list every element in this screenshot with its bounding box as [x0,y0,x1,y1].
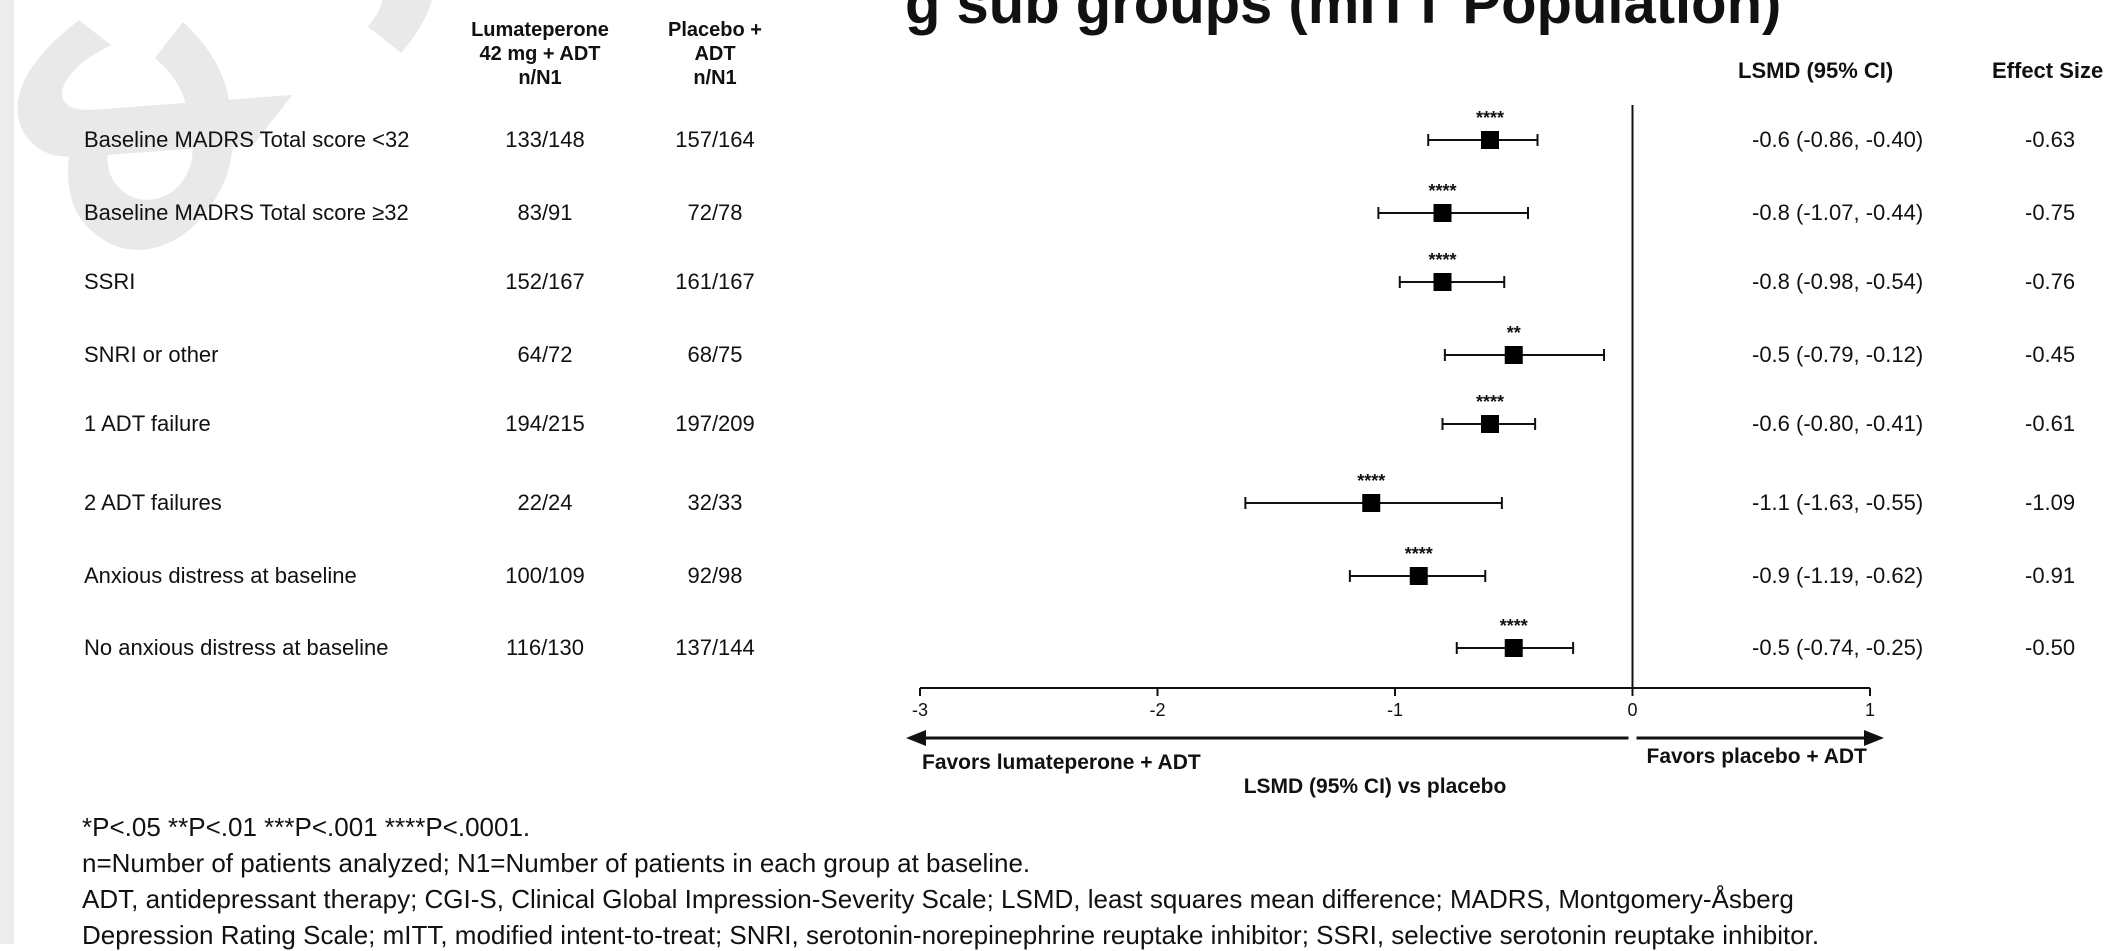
row-label: Anxious distress at baseline [84,563,357,588]
significance-label: **** [1500,616,1528,636]
header-lsmd: LSMD (95% CI) [1738,58,1894,83]
row-lumateperone-n: 152/167 [505,269,585,294]
chart-title-fragment: g sub groups (mITT Population) [905,0,1782,36]
x-tick-label: -2 [1149,700,1165,720]
header-effect-size: Effect Size [1992,58,2104,83]
favors-right-label: Favors placebo + ADT [1647,745,1868,768]
point-estimate [1409,567,1428,585]
row-lsmd-ci: -0.8 (-1.07, -0.44) [1752,200,1924,225]
left-edge-strip [0,0,14,944]
significance-label: **** [1476,108,1504,128]
row-lumateperone-n: 133/148 [505,127,585,152]
row-lsmd-ci: -0.5 (-0.79, -0.12) [1752,342,1924,367]
row-lsmd-ci: -0.9 (-1.19, -0.62) [1752,563,1924,588]
point-estimate [1504,346,1523,364]
row-placebo-n: 161/167 [675,269,755,294]
point-estimate [1433,273,1452,291]
x-tick-label: -1 [1387,700,1403,720]
significance-label: **** [1357,471,1385,491]
row-lumateperone-n: 194/215 [505,411,585,436]
x-axis-label: LSMD (95% CI) vs placebo [1244,775,1507,798]
footer-n-definition: n=Number of patients analyzed; N1=Number… [82,848,1031,878]
footer-pvalues: *P<.05 **P<.01 ***P<.001 ****P<.0001. [82,812,531,842]
header-lumateperone: Lumateperone 42 mg + ADT n/N1 [471,19,609,89]
favors-left-label: Favors lumateperone + ADT [922,751,1201,774]
row-lsmd-ci: -0.5 (-0.74, -0.25) [1752,635,1924,660]
row-placebo-n: 157/164 [675,127,755,152]
row-effect-size: -0.76 [2025,269,2076,294]
row-lsmd-ci: -1.1 (-1.63, -0.55) [1752,490,1924,515]
row-lumateperone-n: 64/72 [517,342,573,367]
row-effect-size: -0.75 [2025,200,2076,225]
row-effect-size: -0.61 [2025,411,2076,436]
row-placebo-n: 68/75 [687,342,743,367]
footer-abbreviations-1: ADT, antidepressant therapy; CGI-S, Clin… [82,884,1794,914]
favors-right-arrowhead [1864,730,1884,746]
row-lsmd-ci: -0.8 (-0.98, -0.54) [1752,269,1924,294]
header-placebo: Placebo + ADT n/N1 [668,19,762,89]
row-lsmd-ci: -0.6 (-0.80, -0.41) [1752,411,1924,436]
point-estimate [1504,639,1523,657]
row-label: SSRI [84,269,136,294]
point-estimate [1362,494,1381,512]
footer-abbreviations-2: Depression Rating Scale; mITT, modified … [82,920,1820,950]
row-effect-size: -0.45 [2025,342,2076,367]
significance-label: **** [1428,181,1456,201]
x-tick-label: 1 [1865,700,1875,720]
row-lumateperone-n: 83/91 [517,200,573,225]
row-lsmd-ci: -0.6 (-0.86, -0.40) [1752,127,1924,152]
row-label: No anxious distress at baseline [84,635,389,660]
point-estimate [1481,415,1499,433]
significance-label: **** [1405,544,1433,564]
row-label: 2 ADT failures [84,490,222,515]
row-placebo-n: 72/78 [687,200,743,225]
row-lumateperone-n: 100/109 [505,563,585,588]
x-tick-label: -3 [912,700,928,720]
significance-label: **** [1476,392,1504,412]
row-label: Baseline MADRS Total score <32 [84,127,410,152]
row-effect-size: -0.50 [2025,635,2076,660]
point-estimate [1481,131,1499,149]
row-placebo-n: 92/98 [687,563,743,588]
row-placebo-n: 197/209 [675,411,755,436]
row-lumateperone-n: 22/24 [517,490,573,515]
favors-left-arrowhead [906,730,926,746]
row-placebo-n: 32/33 [687,490,743,515]
point-estimate [1433,204,1452,222]
row-effect-size: -1.09 [2025,490,2076,515]
significance-label: ** [1507,323,1521,343]
row-label: SNRI or other [84,342,219,367]
significance-label: **** [1428,250,1456,270]
row-label: Baseline MADRS Total score ≥32 [84,200,409,225]
row-label: 1 ADT failure [84,411,211,436]
row-effect-size: -0.63 [2025,127,2076,152]
row-placebo-n: 137/144 [675,635,755,660]
row-lumateperone-n: 116/130 [506,635,584,660]
row-effect-size: -0.91 [2025,563,2076,588]
x-tick-label: 0 [1627,700,1637,720]
